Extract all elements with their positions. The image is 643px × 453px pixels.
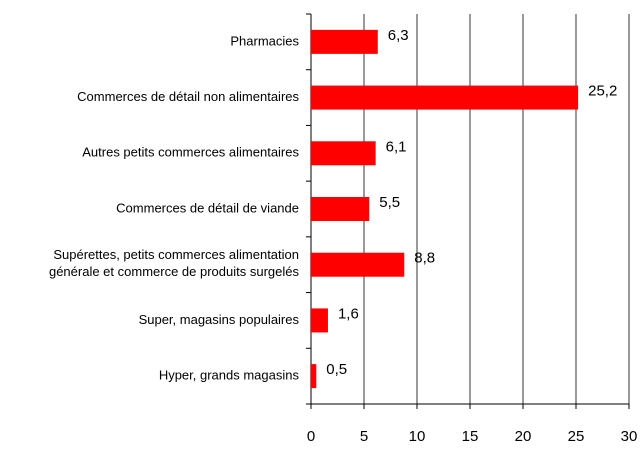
value-label: 5,5 (379, 194, 400, 211)
y-tick-label: Commerces de détail non alimentaires (77, 89, 299, 104)
x-tick-label: 25 (568, 428, 585, 445)
x-tick-label: 0 (307, 428, 315, 445)
x-tick-label: 30 (621, 428, 638, 445)
bar (311, 364, 317, 389)
x-tick-label: 15 (462, 428, 479, 445)
value-label: 6,3 (388, 27, 409, 44)
y-tick-label: Super, magasins populaires (139, 312, 300, 327)
value-label: 1,6 (338, 305, 359, 322)
bar (311, 197, 370, 221)
y-tick-label: Pharmacies (230, 33, 299, 48)
y-tick-label: Supérettes, petits commerces alimentatio… (49, 248, 300, 280)
bar (311, 141, 376, 166)
x-tick-label: 10 (409, 428, 426, 445)
x-tick-label: 20 (515, 428, 532, 445)
y-tick-label: Commerces de détail de viande (116, 200, 299, 215)
value-label: 0,5 (326, 361, 347, 378)
bar (311, 252, 405, 277)
value-label: 25,2 (588, 83, 617, 100)
value-label: 8,8 (414, 250, 435, 267)
y-tick-label: Hyper, grands magasins (159, 368, 300, 383)
x-tick-label: 5 (360, 428, 368, 445)
bar (311, 29, 378, 54)
bar (311, 308, 328, 333)
y-tick-label: Autres petits commerces alimentaires (82, 145, 299, 160)
bar (311, 85, 579, 110)
value-label: 6,1 (386, 138, 407, 155)
